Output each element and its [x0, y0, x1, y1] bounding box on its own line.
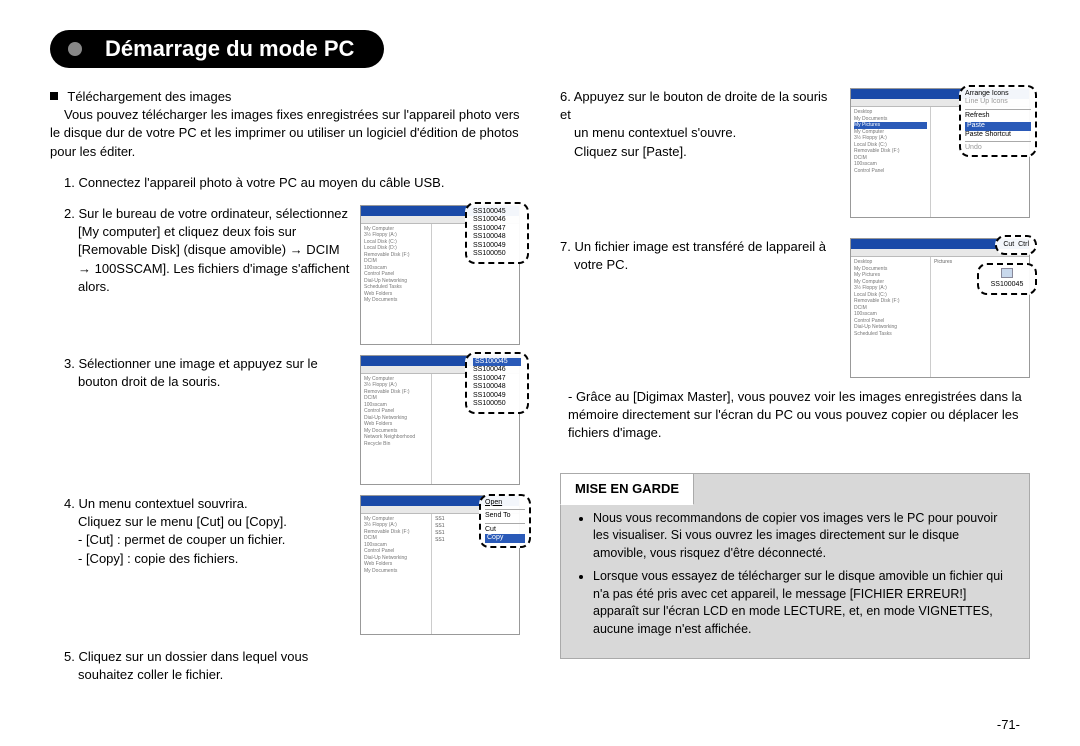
lead-body: Vous pouvez télécharger les images fixes…: [50, 107, 520, 158]
step4a: Un menu contextuel souvrira.: [78, 496, 247, 511]
step7b: votre PC.: [560, 257, 628, 272]
ctx-item-undo: Undo: [965, 141, 1031, 152]
step2-text: 2. Sur le bureau de votre ordinateur, sé…: [64, 205, 350, 296]
step4-text: 4. Un menu contextuel souvrira. Cliquez …: [64, 495, 350, 568]
step2e: alors.: [64, 279, 110, 294]
folder-tree: My Computer 3½ Floppy (A:) Removable Dis…: [361, 374, 432, 484]
step1-text: Connectez l'appareil photo à votre PC au…: [78, 175, 444, 190]
step4b: Cliquez sur le menu [Cut] ou [Copy].: [64, 514, 287, 529]
callout-item: SS100049: [473, 392, 521, 400]
manual-page: Démarrage du mode PC Téléchargement des …: [0, 0, 1080, 746]
step-1: 1. Connectez l'appareil photo à votre PC…: [64, 174, 520, 192]
folder-tree: My Computer 3½ Floppy (A:) Local Disk (C…: [361, 224, 432, 344]
screenshot-step4: My Computer 3½ Floppy (A:) Removable Dis…: [360, 495, 520, 635]
callout-item: SS100048: [473, 233, 521, 241]
lead-label: Téléchargement des images: [67, 89, 231, 104]
folder-tree: Desktop My Documents My Pictures My Comp…: [851, 257, 931, 377]
steps-wrap: 1. Connectez l'appareil photo à votre PC…: [50, 174, 520, 685]
caution-item: Nous vous recommandons de copier vos ima…: [593, 510, 1015, 563]
page-title-bar: Démarrage du mode PC: [50, 30, 384, 68]
content-columns: Téléchargement des images Vous pouvez té…: [50, 88, 1030, 697]
step6a: Appuyez sur le bouton de droite de la so…: [560, 89, 827, 122]
step-3-row: 3. Sélectionner une image et appuyez sur…: [64, 355, 520, 485]
tree-item: My Documents: [364, 297, 428, 304]
title-dot-icon: [68, 42, 82, 56]
callout-item: SS100046: [473, 216, 521, 224]
cut-shortcut: Ctrl: [1018, 241, 1029, 248]
step7-text: 7. Un fichier image est transféré de lap…: [560, 238, 840, 274]
callout-context-menu-6: Arrange Icons Line Up Icons Refresh Past…: [959, 85, 1037, 157]
folder-tree: Desktop My Documents My Pictures My Comp…: [851, 107, 931, 217]
callout-item: SS100045: [473, 208, 521, 216]
tree-item: Recycle Bin: [364, 441, 428, 448]
square-bullet-icon: [50, 92, 58, 100]
step-4-row: 4. Un menu contextuel souvrira. Cliquez …: [64, 495, 520, 635]
ctx-item-lineup: Line Up Icons: [965, 98, 1031, 106]
page-number: -71-: [997, 717, 1020, 732]
callout-item: SS100050: [473, 400, 521, 408]
callout-item: SS100049: [473, 242, 521, 250]
callout-filelist-2: SS100045 SS100046 SS100047 SS100048 SS10…: [465, 202, 529, 264]
step4d: - [Copy] : copie des fichiers.: [64, 551, 238, 566]
callout-context-menu-4: Open Send To Cut Copy: [479, 494, 531, 548]
left-column: Téléchargement des images Vous pouvez té…: [50, 88, 520, 697]
callout-item: SS100048: [473, 383, 521, 391]
screenshot-step3: My Computer 3½ Floppy (A:) Removable Dis…: [360, 355, 520, 485]
ctx-item-sendto: Send To: [485, 509, 525, 520]
caution-label: MISE EN GARDE: [560, 473, 694, 505]
lead-paragraph: Téléchargement des images Vous pouvez té…: [50, 88, 520, 161]
step5b: souhaitez coller le fichier.: [64, 667, 223, 682]
callout-item: SS100047: [473, 225, 521, 233]
step-7-row: 7. Un fichier image est transféré de lap…: [560, 238, 1030, 378]
screenshot-step6: Desktop My Documents My Pictures My Comp…: [850, 88, 1030, 218]
step6c: Cliquez sur [Paste].: [560, 144, 687, 159]
step3-text: 3. Sélectionner une image et appuyez sur…: [64, 355, 350, 391]
caution-box: MISE EN GARDE Nous vous recommandons de …: [560, 473, 1030, 660]
callout-item: SS100046: [473, 366, 521, 374]
step3b: bouton droit de la souris.: [64, 374, 220, 389]
page-title: Démarrage du mode PC: [105, 36, 354, 61]
step6-text: 6. Appuyez sur le bouton de droite de la…: [560, 88, 840, 161]
step2c: [Removable Disk] (disque amovible) → DCI…: [64, 242, 340, 257]
callout-file-transferred: SS100045: [977, 263, 1037, 295]
step6b: un menu contextuel s'ouvre.: [560, 125, 736, 140]
screenshot-step2: My Computer 3½ Floppy (A:) Local Disk (C…: [360, 205, 520, 345]
tree-item: Control Panel: [854, 168, 927, 175]
callout-item: SS100047: [473, 375, 521, 383]
step5a: Cliquez sur un dossier dans lequel vous: [78, 649, 308, 664]
callout-cut: Cut Ctrl: [995, 235, 1037, 255]
step2a: Sur le bureau de votre ordinateur, sélec…: [78, 206, 348, 221]
callout-filelist-3: SS100045 SS100046 SS100047 SS100048 SS10…: [465, 352, 529, 414]
ctx-item-open: Open: [485, 499, 525, 507]
folder-tree: My Computer 3½ Floppy (A:) Removable Dis…: [361, 514, 432, 634]
screenshot-step7: Desktop My Documents My Pictures My Comp…: [850, 238, 1030, 378]
ctx-item-pasteshortcut: Paste Shortcut: [965, 131, 1031, 139]
ctx-item-arrange: Arrange Icons: [965, 90, 1031, 98]
right-column: 6. Appuyez sur le bouton de droite de la…: [560, 88, 1030, 697]
callout-item-selected: SS100045: [473, 358, 521, 366]
file-thumb-icon: [1001, 268, 1013, 278]
caution-list: Nous vous recommandons de copier vos ima…: [575, 510, 1015, 639]
cut-label: Cut: [1003, 241, 1014, 248]
step2d: → 100SSCAM]. Les fichiers d'image s'affi…: [64, 261, 349, 276]
step-2-row: 2. Sur le bureau de votre ordinateur, sé…: [64, 205, 520, 345]
step-5: 5. Cliquez sur un dossier dans lequel vo…: [64, 648, 520, 684]
ctx-item-refresh: Refresh: [965, 109, 1031, 120]
step3a: Sélectionner une image et appuyez sur le: [78, 356, 317, 371]
step4c: - [Cut] : permet de couper un fichier.: [64, 532, 285, 547]
ctx-item-cut: Cut: [485, 523, 525, 534]
step7a: Un fichier image est transféré de lappar…: [574, 239, 825, 254]
tree-item: My Documents: [364, 568, 428, 575]
callout-item: SS100050: [473, 250, 521, 258]
file-7-label: SS100045: [991, 281, 1024, 288]
step2b: [My computer] et cliquez deux fois sur: [64, 224, 296, 239]
tree-item: Scheduled Tasks: [854, 331, 927, 338]
digimax-note: - Grâce au [Digimax Master], vous pouvez…: [568, 388, 1030, 443]
caution-item: Lorsque vous essayez de télécharger sur …: [593, 568, 1015, 638]
ctx-item-paste-highlight: Paste: [965, 122, 1031, 130]
step-6-row: 6. Appuyez sur le bouton de droite de la…: [560, 88, 1030, 218]
ctx-item-copy-highlight: Copy: [485, 534, 525, 542]
